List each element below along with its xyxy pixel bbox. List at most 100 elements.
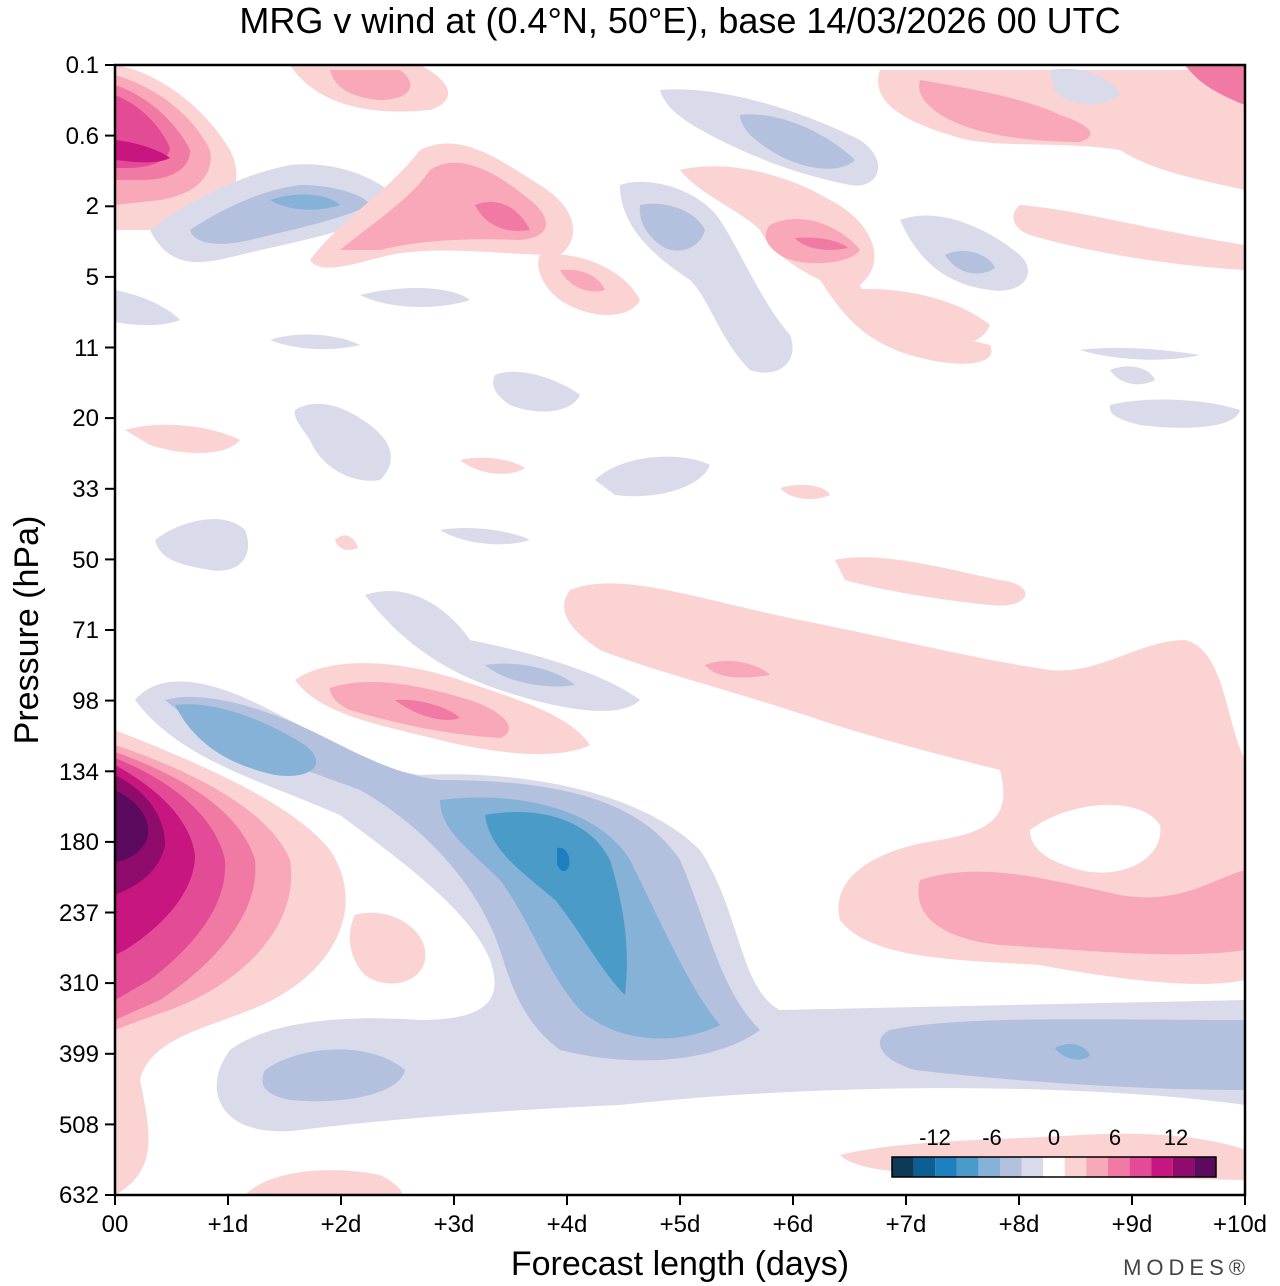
contour-negative-left-mid bbox=[294, 403, 391, 481]
y-tick-label: 20 bbox=[72, 405, 99, 432]
contour-positive-center-dash bbox=[460, 457, 525, 474]
contour-positive-upper-mid-2 bbox=[340, 162, 547, 250]
y-tick-marks bbox=[105, 64, 115, 1196]
y-tick-label: 134 bbox=[59, 759, 99, 786]
contour-positive-top-right-3 bbox=[1185, 65, 1245, 105]
y-tick-label: 310 bbox=[59, 970, 99, 997]
colorbar-tick-labels: -12 -6 0 6 12 bbox=[919, 1125, 1188, 1150]
y-tick-label: 33 bbox=[72, 476, 99, 503]
contour-positive-right-outer bbox=[564, 583, 1245, 985]
x-tick-label: +3d bbox=[434, 1211, 475, 1238]
x-tick-label: +9d bbox=[1112, 1211, 1153, 1238]
colorbar-swatches bbox=[892, 1157, 1216, 1177]
contour-positive-mid-upper bbox=[680, 166, 992, 364]
contour-negative-upper-band bbox=[175, 704, 317, 776]
y-tick-label: 0.6 bbox=[66, 123, 99, 150]
contour-negative-right-dash-2 bbox=[1109, 399, 1240, 428]
y-tick-label: 0.1 bbox=[66, 52, 99, 79]
contour-positive-mid-upper-3 bbox=[795, 237, 848, 250]
x-tick-label: +7d bbox=[886, 1211, 927, 1238]
contour-positive-right-3 bbox=[705, 660, 770, 678]
contour-negative-big-4 bbox=[485, 812, 627, 995]
colorbar-swatch bbox=[892, 1157, 914, 1177]
x-axis-label: Forecast length (days) bbox=[511, 1245, 849, 1283]
contour-negative-mid-strip-2 bbox=[485, 663, 575, 687]
colorbar-frame bbox=[891, 1156, 1217, 1178]
y-tick-label: 50 bbox=[72, 547, 99, 574]
colorbar-swatch bbox=[1000, 1157, 1022, 1177]
contour-positive-small-dash bbox=[335, 535, 358, 550]
y-tick-label: 237 bbox=[59, 900, 99, 927]
contour-negative-center-patch bbox=[493, 371, 580, 412]
colorbar-swatch bbox=[978, 1157, 1000, 1177]
y-tick-label: 632 bbox=[59, 1182, 99, 1209]
colorbar-swatch bbox=[1172, 1157, 1195, 1177]
contour-field bbox=[115, 65, 1245, 1195]
y-tick-label: 71 bbox=[72, 617, 99, 644]
chart-title: MRG v wind at (0.4°N, 50°E), base 14/03/… bbox=[239, 0, 1120, 41]
contour-negative-upper-band-3 bbox=[270, 194, 340, 210]
colorbar-swatch bbox=[1043, 1157, 1065, 1177]
colorbar-tick-label: -12 bbox=[919, 1125, 951, 1150]
contour-negative-right-blob-2 bbox=[945, 250, 995, 274]
contour-positive-mid-blob-2 bbox=[560, 269, 605, 292]
contour-positive-top-mid-2 bbox=[330, 70, 411, 100]
contour-positive-upper-mid-3 bbox=[475, 201, 530, 231]
contour-positive-right-hole bbox=[1030, 804, 1161, 873]
colorbar-swatch bbox=[1086, 1157, 1108, 1177]
colorbar-tick-label: 12 bbox=[1164, 1125, 1188, 1150]
colorbar-swatch bbox=[1151, 1157, 1173, 1177]
contour-positive-top-right-2 bbox=[919, 80, 1091, 142]
colorbar-swatch bbox=[1021, 1157, 1044, 1177]
y-tick-label: 508 bbox=[59, 1112, 99, 1139]
colorbar-tick-label: 0 bbox=[1048, 1125, 1060, 1150]
brand-logo: MODES® bbox=[1123, 1255, 1250, 1280]
y-tick-label: 399 bbox=[59, 1041, 99, 1068]
colorbar-swatch bbox=[1064, 1157, 1087, 1177]
contour-positive-bottom-center bbox=[245, 1170, 402, 1195]
contour-negative-lower-band bbox=[262, 1049, 405, 1102]
contour-negative-center-mid bbox=[595, 456, 710, 497]
colorbar-swatch bbox=[1129, 1157, 1152, 1177]
contour-negative-left-strip bbox=[115, 290, 180, 326]
colorbar-swatch bbox=[956, 1157, 979, 1177]
contour-positive-right-strip bbox=[1013, 205, 1245, 270]
contour-positive-lower-left-core bbox=[115, 790, 149, 862]
contour-negative-left-blob bbox=[155, 519, 249, 571]
contour-positive-upper-left-5 bbox=[115, 140, 170, 163]
colorbar-swatch bbox=[935, 1157, 957, 1177]
y-axis: 0.1 0.6 2 5 11 20 33 50 71 98 134 180 23… bbox=[59, 52, 115, 1209]
contour-positive-mid-dash bbox=[780, 484, 830, 500]
contour-negative-left-band bbox=[360, 288, 470, 307]
colorbar-swatch bbox=[913, 1157, 936, 1177]
contour-positive-left-dash bbox=[125, 424, 240, 454]
x-tick-label: +4d bbox=[547, 1211, 588, 1238]
contour-negative-mid-column-2 bbox=[639, 203, 705, 251]
x-tick-label: +10d bbox=[1213, 1211, 1267, 1238]
y-tick-label: 11 bbox=[74, 335, 99, 362]
x-tick-marks bbox=[114, 1195, 1246, 1205]
contour-negative-upper-right-2 bbox=[740, 114, 855, 169]
contour-negative-mid-strip bbox=[365, 591, 640, 711]
contour-positive-small-blob bbox=[349, 912, 426, 984]
contour-negative-left-patch bbox=[270, 334, 360, 350]
x-tick-label: 00 bbox=[102, 1211, 129, 1238]
x-tick-label: +5d bbox=[660, 1211, 701, 1238]
contour-negative-right-dash-3 bbox=[1110, 366, 1155, 385]
contour-positive-mid-right-blob bbox=[850, 289, 990, 347]
colorbar-tick-label: -6 bbox=[982, 1125, 1002, 1150]
y-tick-labels: 0.1 0.6 2 5 11 20 33 50 71 98 134 180 23… bbox=[59, 52, 99, 1209]
colorbar-tick-label: 6 bbox=[1109, 1125, 1121, 1150]
x-tick-label: +2d bbox=[321, 1211, 362, 1238]
y-tick-label: 98 bbox=[72, 688, 99, 715]
colorbar-swatch bbox=[1108, 1157, 1130, 1177]
contour-negative-big-core bbox=[557, 847, 570, 872]
contour-positive-right-2 bbox=[918, 870, 1245, 955]
contour-positive-right-mid-blob bbox=[835, 557, 1026, 606]
y-tick-label: 180 bbox=[59, 829, 99, 856]
x-tick-labels: 00 +1d +2d +3d +4d +5d +6d +7d +8d +9d +… bbox=[102, 1211, 1267, 1238]
x-tick-label: +6d bbox=[773, 1211, 814, 1238]
contour-negative-top-right bbox=[1050, 68, 1120, 105]
contour-negative-right-dash-1 bbox=[1080, 347, 1200, 360]
